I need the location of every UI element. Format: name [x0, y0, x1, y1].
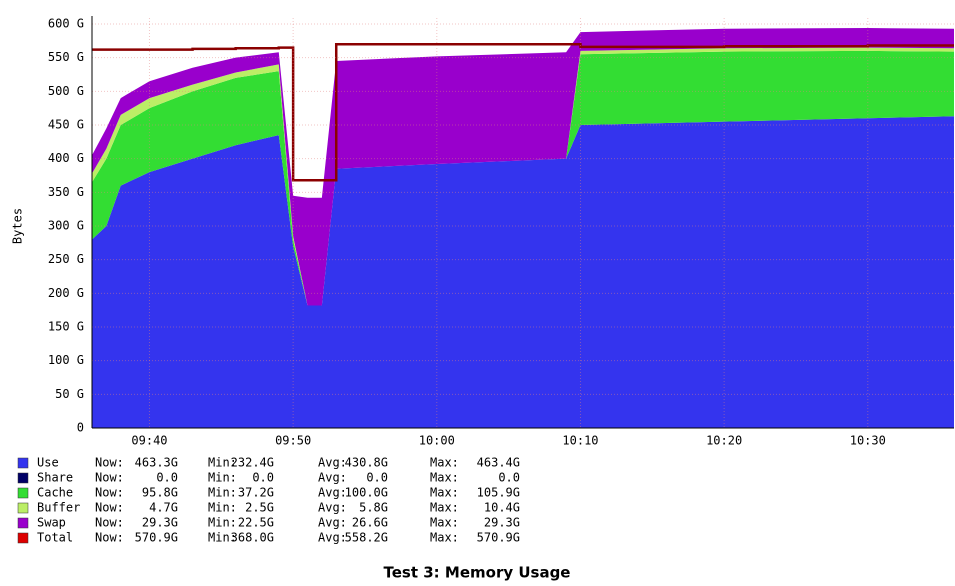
stat-label: Max:: [430, 501, 459, 515]
x-tick-label: 10:30: [850, 434, 886, 448]
y-tick-label: 500 G: [48, 84, 84, 98]
stat-value: 105.9G: [477, 486, 520, 500]
stat-label: Min:: [208, 486, 237, 500]
stat-value: 4.7G: [149, 501, 178, 515]
legend-swatch: [17, 487, 29, 499]
legend-swatch: [17, 517, 29, 529]
stat-value: 463.3G: [135, 456, 178, 470]
stat-value: 10.4G: [484, 501, 520, 515]
stat-value: 232.4G: [231, 456, 274, 470]
stat-value: 558.2G: [345, 531, 388, 545]
stat-label: Min:: [208, 456, 237, 470]
stat-label: Avg:: [318, 456, 347, 470]
y-tick-label: 0: [77, 421, 84, 435]
stat-label: Min:: [208, 531, 237, 545]
legend-label: Share: [37, 471, 73, 485]
stat-label: Max:: [430, 471, 459, 485]
legend-label: Total: [37, 531, 73, 545]
y-tick-label: 400 G: [48, 151, 84, 165]
stat-value: 29.3G: [142, 516, 178, 530]
y-tick-label: 550 G: [48, 50, 84, 64]
stat-value: 0.0: [156, 471, 178, 485]
stat-label: Now:: [95, 471, 124, 485]
y-tick-label: 100 G: [48, 353, 84, 367]
stat-value: 0.0: [498, 471, 520, 485]
stat-value: 570.9G: [477, 531, 520, 545]
legend-swatch: [17, 532, 29, 544]
x-tick-label: 10:20: [706, 434, 742, 448]
y-tick-label: 300 G: [48, 219, 84, 233]
stat-value: 29.3G: [484, 516, 520, 530]
y-tick-label: 150 G: [48, 320, 84, 334]
legend-swatch: [17, 472, 29, 484]
stat-label: Avg:: [318, 516, 347, 530]
stat-value: 0.0: [252, 471, 274, 485]
caption: Test 3: Memory Usage: [384, 564, 571, 582]
stat-label: Now:: [95, 486, 124, 500]
stat-label: Max:: [430, 516, 459, 530]
stat-value: 22.5G: [238, 516, 274, 530]
legend-label: Use: [37, 456, 59, 470]
area: [92, 116, 954, 428]
stat-label: Avg:: [318, 471, 347, 485]
y-tick-label: 50 G: [55, 387, 84, 401]
x-tick-label: 09:50: [275, 434, 311, 448]
legend-label: Buffer: [37, 501, 80, 515]
stat-value: 0.0: [366, 471, 388, 485]
legend-swatch: [17, 457, 29, 469]
stat-label: Now:: [95, 456, 124, 470]
y-tick-label: 350 G: [48, 185, 84, 199]
stat-label: Now:: [95, 501, 124, 515]
x-tick-label: 09:40: [131, 434, 167, 448]
area: [92, 28, 954, 306]
stat-label: Min:: [208, 516, 237, 530]
y-tick-label: 450 G: [48, 118, 84, 132]
stat-label: Now:: [95, 531, 124, 545]
stat-value: 463.4G: [477, 456, 520, 470]
stat-label: Avg:: [318, 531, 347, 545]
stat-value: 95.8G: [142, 486, 178, 500]
legend-swatch: [17, 502, 29, 514]
stat-value: 26.6G: [352, 516, 388, 530]
y-axis-label: Bytes: [11, 208, 25, 244]
stat-value: 37.2G: [238, 486, 274, 500]
stat-label: Min:: [208, 471, 237, 485]
stat-value: 430.8G: [345, 456, 388, 470]
y-tick-label: 600 G: [48, 17, 84, 31]
stat-label: Max:: [430, 486, 459, 500]
legend-label: Cache: [37, 486, 73, 500]
y-tick-label: 250 G: [48, 252, 84, 266]
stat-label: Avg:: [318, 501, 347, 515]
y-tick-label: 200 G: [48, 286, 84, 300]
area: [92, 50, 954, 306]
stat-value: 570.9G: [135, 531, 178, 545]
stat-value: 5.8G: [359, 501, 388, 515]
stat-value: 2.5G: [245, 501, 274, 515]
stat-label: Avg:: [318, 486, 347, 500]
stat-label: Max:: [430, 456, 459, 470]
legend-label: Swap: [37, 516, 66, 530]
stat-value: 100.0G: [345, 486, 388, 500]
x-tick-label: 10:00: [419, 434, 455, 448]
stat-label: Max:: [430, 531, 459, 545]
total-line: [92, 42, 954, 182]
stat-value: 368.0G: [231, 531, 274, 545]
stat-label: Min:: [208, 501, 237, 515]
stat-label: Now:: [95, 516, 124, 530]
x-tick-label: 10:10: [562, 434, 598, 448]
